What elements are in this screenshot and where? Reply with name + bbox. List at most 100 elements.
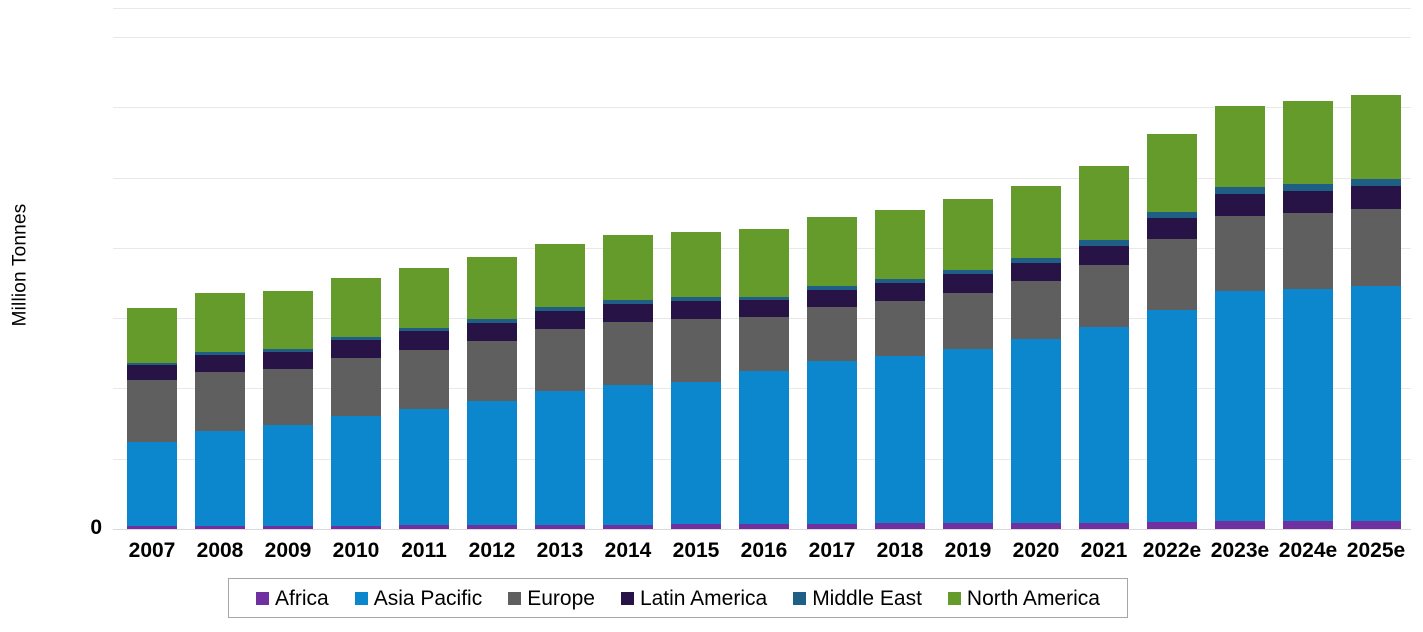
bar-segment-north-america[interactable] <box>399 267 449 329</box>
bar-segment-europe[interactable] <box>331 358 381 416</box>
bar-segment-middle-east[interactable] <box>1351 179 1401 187</box>
bar-segment-africa[interactable] <box>399 525 449 529</box>
bar-segment-middle-east[interactable] <box>875 278 925 284</box>
bar-segment-middle-east[interactable] <box>467 319 517 323</box>
bar-segment-north-america[interactable] <box>1011 186 1061 258</box>
bar-segment-africa[interactable] <box>603 524 653 529</box>
bar-segment-middle-east[interactable] <box>263 348 313 352</box>
bar-segment-europe[interactable] <box>1283 213 1333 290</box>
bar-segment-africa[interactable] <box>127 526 177 529</box>
legend-item-latin-america[interactable]: Latin America <box>620 588 767 609</box>
bar-segment-asia-pacific[interactable] <box>399 408 449 526</box>
bar-segment-europe[interactable] <box>127 380 177 443</box>
bar-segment-middle-east[interactable] <box>1215 187 1265 194</box>
bar-segment-africa[interactable] <box>535 524 585 529</box>
bar-segment-europe[interactable] <box>875 301 925 357</box>
bar-segment-north-america[interactable] <box>807 217 857 287</box>
bar-segment-europe[interactable] <box>467 340 517 402</box>
bar-segment-asia-pacific[interactable] <box>603 385 653 525</box>
bar-segment-asia-pacific[interactable] <box>263 424 313 526</box>
bar-segment-asia-pacific[interactable] <box>875 356 925 524</box>
bar-segment-asia-pacific[interactable] <box>1351 286 1401 521</box>
bar-segment-north-america[interactable] <box>1283 101 1333 185</box>
bar-segment-north-america[interactable] <box>331 278 381 338</box>
bar-segment-north-america[interactable] <box>1147 133 1197 213</box>
bar-segment-asia-pacific[interactable] <box>943 348 993 524</box>
bar-segment-middle-east[interactable] <box>1011 257 1061 263</box>
bar-segment-latin-america[interactable] <box>739 300 789 318</box>
bar-segment-north-america[interactable] <box>739 229 789 297</box>
bar-segment-middle-east[interactable] <box>1147 212 1197 219</box>
bar-segment-europe[interactable] <box>1079 265 1129 328</box>
bar-segment-africa[interactable] <box>1283 521 1333 529</box>
bar-segment-africa[interactable] <box>263 525 313 529</box>
bar-segment-europe[interactable] <box>535 329 585 392</box>
bar-segment-latin-america[interactable] <box>1283 190 1333 214</box>
bar-segment-europe[interactable] <box>671 319 721 383</box>
bar-segment-asia-pacific[interactable] <box>195 430 245 527</box>
bar-segment-africa[interactable] <box>1215 521 1265 529</box>
bar-segment-europe[interactable] <box>1147 239 1197 310</box>
bar-segment-asia-pacific[interactable] <box>331 416 381 526</box>
bar-segment-latin-america[interactable] <box>603 303 653 323</box>
bar-segment-middle-east[interactable] <box>603 299 653 304</box>
bar-segment-africa[interactable] <box>1011 522 1061 529</box>
bar-segment-middle-east[interactable] <box>127 362 177 365</box>
bar-segment-asia-pacific[interactable] <box>467 401 517 526</box>
bar-segment-latin-america[interactable] <box>671 300 721 320</box>
bar-segment-latin-america[interactable] <box>1079 245 1129 266</box>
bar-segment-europe[interactable] <box>399 349 449 409</box>
bar-segment-latin-america[interactable] <box>195 354 245 372</box>
bar-segment-africa[interactable] <box>195 526 245 529</box>
bar-segment-africa[interactable] <box>467 525 517 529</box>
bar-segment-latin-america[interactable] <box>1351 186 1401 209</box>
bar-segment-asia-pacific[interactable] <box>127 442 177 527</box>
bar-segment-asia-pacific[interactable] <box>535 391 585 525</box>
bar-segment-africa[interactable] <box>671 524 721 529</box>
bar-segment-north-america[interactable] <box>263 291 313 349</box>
bar-segment-latin-america[interactable] <box>807 290 857 308</box>
bar-segment-africa[interactable] <box>331 525 381 529</box>
bar-segment-middle-east[interactable] <box>535 307 585 312</box>
bar-segment-latin-america[interactable] <box>1011 262 1061 282</box>
bar-segment-north-america[interactable] <box>467 257 517 320</box>
bar-segment-middle-east[interactable] <box>399 328 449 332</box>
bar-segment-europe[interactable] <box>739 317 789 371</box>
bar-segment-africa[interactable] <box>1079 522 1129 529</box>
bar-segment-europe[interactable] <box>1215 216 1265 291</box>
bar-segment-middle-east[interactable] <box>1283 184 1333 191</box>
bar-segment-asia-pacific[interactable] <box>807 360 857 524</box>
bar-segment-middle-east[interactable] <box>671 296 721 301</box>
bar-segment-middle-east[interactable] <box>195 352 245 355</box>
bar-segment-africa[interactable] <box>1147 521 1197 529</box>
bar-segment-latin-america[interactable] <box>399 331 449 350</box>
bar-segment-latin-america[interactable] <box>535 311 585 330</box>
bar-segment-asia-pacific[interactable] <box>739 370 789 524</box>
bar-segment-latin-america[interactable] <box>263 351 313 369</box>
bar-segment-europe[interactable] <box>943 292 993 349</box>
bar-segment-north-america[interactable] <box>1079 165 1129 241</box>
bar-segment-north-america[interactable] <box>943 199 993 270</box>
bar-segment-north-america[interactable] <box>195 293 245 353</box>
bar-segment-north-america[interactable] <box>1215 105 1265 188</box>
bar-segment-latin-america[interactable] <box>1215 193 1265 217</box>
bar-segment-asia-pacific[interactable] <box>1283 289 1333 522</box>
legend-item-africa[interactable]: Africa <box>256 588 329 609</box>
bar-segment-europe[interactable] <box>807 307 857 361</box>
bar-segment-latin-america[interactable] <box>127 364 177 381</box>
bar-segment-europe[interactable] <box>195 371 245 431</box>
bar-segment-latin-america[interactable] <box>467 322 517 341</box>
bar-segment-north-america[interactable] <box>603 234 653 300</box>
bar-segment-north-america[interactable] <box>127 307 177 363</box>
bar-segment-africa[interactable] <box>875 523 925 529</box>
bar-segment-latin-america[interactable] <box>875 283 925 302</box>
bar-segment-north-america[interactable] <box>535 243 585 308</box>
bar-segment-asia-pacific[interactable] <box>1215 290 1265 522</box>
bar-segment-europe[interactable] <box>1351 208 1401 287</box>
bar-segment-asia-pacific[interactable] <box>1079 327 1129 523</box>
bar-segment-north-america[interactable] <box>671 231 721 297</box>
bar-segment-africa[interactable] <box>1351 520 1401 529</box>
bar-segment-africa[interactable] <box>739 523 789 529</box>
bar-segment-middle-east[interactable] <box>739 296 789 301</box>
bar-segment-middle-east[interactable] <box>1079 240 1129 246</box>
